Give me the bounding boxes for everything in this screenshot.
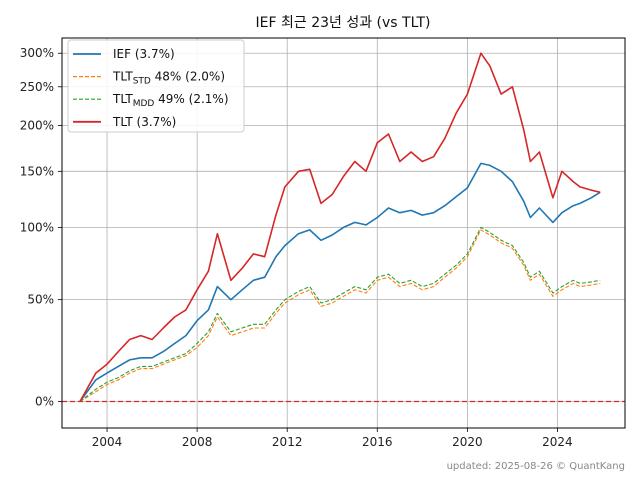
legend-label-0: IEF (3.7%) [113,47,175,61]
series-lines [79,52,601,402]
footer-credit: updated: 2025-08-26 © QuantKang [447,461,625,472]
y-tick-label: 50% [27,293,54,307]
x-tick-label: 2020 [452,435,483,449]
y-tick-label: 0% [35,395,54,409]
x-tick-label: 2024 [542,435,573,449]
y-tick-label: 200% [20,119,54,133]
legend: IEF (3.7%) TLTSTD 48% (2.0%) TLTMDD 49% (2… [67,39,245,133]
x-tick-label: 2016 [362,435,393,449]
legend-label-3: TLT (3.7%) [112,115,176,129]
axis-ticks: 2004 2008 2012 2016 2020 2024 0% 50% 100% 150% 200… [20,46,573,449]
x-tick-label: 2012 [272,435,303,449]
plot-frame [61,37,626,429]
x-tick-label: 2008 [182,435,213,449]
legend-label-2: TLTMDD 49% (2.1%) [112,92,229,109]
chart-title: IEF 최근 23년 성과 (vs TLT) [256,15,431,31]
legend-box [67,39,245,133]
x-tick-label: 2004 [92,435,123,449]
y-tick-label: 300% [20,46,54,60]
y-tick-label: 150% [20,164,54,178]
y-tick-label: 100% [20,220,54,234]
legend-label-1: TLTSTD 48% (2.0%) [112,70,225,87]
y-tick-label: 250% [20,80,54,94]
series-line-0 [79,162,601,402]
series-line-2 [79,226,601,402]
series-line-3 [79,52,601,402]
series-line-1 [79,229,601,402]
